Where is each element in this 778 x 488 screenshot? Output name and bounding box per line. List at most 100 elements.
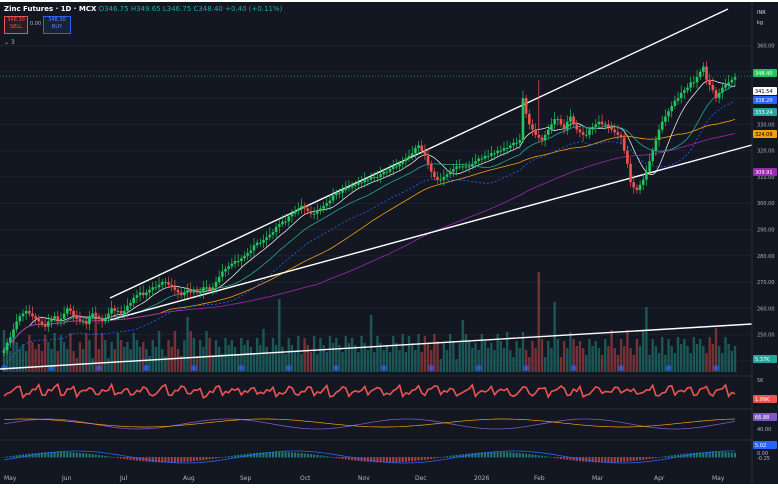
volume-bar xyxy=(369,315,373,372)
candle-body xyxy=(714,90,718,99)
spread-value: 0.00 xyxy=(30,21,42,27)
volume-bar xyxy=(439,359,442,372)
histogram-bar xyxy=(613,457,616,463)
time-axis-label: Jun xyxy=(61,475,72,482)
volume-bar xyxy=(85,333,88,372)
candle-body xyxy=(686,87,689,91)
histogram-bar xyxy=(442,456,445,458)
candle-body xyxy=(584,134,588,136)
histogram-bar xyxy=(167,457,170,463)
candle-body xyxy=(603,124,607,126)
candle-body xyxy=(141,292,145,296)
volume-bar xyxy=(610,330,613,372)
histogram-bar xyxy=(711,452,714,458)
histogram-bar xyxy=(471,453,474,458)
histogram-bar xyxy=(116,457,119,459)
candle-body xyxy=(195,289,199,293)
volume-bar xyxy=(651,339,654,372)
volume-bar xyxy=(464,334,468,372)
volume-bar xyxy=(161,349,164,372)
volume-bar xyxy=(290,345,294,372)
candle-body xyxy=(202,287,205,293)
sell-button[interactable]: 348.30 SELL xyxy=(4,16,28,34)
volume-bars xyxy=(1,272,737,372)
candle-body xyxy=(689,82,692,88)
volume-bar xyxy=(502,348,506,372)
volume-bar xyxy=(452,341,455,372)
histogram-bar xyxy=(322,455,325,458)
histogram-bar xyxy=(588,457,591,462)
volume-bar xyxy=(376,336,379,372)
indicator-collapse-toggle[interactable]: ⌄ 3 xyxy=(4,39,15,46)
histogram-bar xyxy=(455,454,458,458)
volume-bar xyxy=(642,330,645,372)
candle-body xyxy=(562,124,566,130)
volume-bar xyxy=(426,343,430,372)
ohlc-readout: O346.75 H349.65 L346.75 C348.40 +0.40 (+… xyxy=(98,5,283,13)
histogram-bar xyxy=(417,457,420,461)
histogram-bar xyxy=(550,457,553,458)
candle-body xyxy=(278,224,281,227)
volume-bar xyxy=(205,331,208,372)
candle-body xyxy=(727,82,730,85)
histogram-bar xyxy=(21,454,24,458)
event-marker xyxy=(713,365,720,371)
histogram-bar xyxy=(439,457,442,458)
histogram-bar xyxy=(202,457,205,461)
time-axis-label: Feb xyxy=(534,475,545,482)
histogram-bar xyxy=(72,452,75,458)
price-badge-label: 338.20 xyxy=(755,98,773,104)
candle-body xyxy=(645,171,648,180)
volume-bar xyxy=(635,339,639,372)
histogram-bar xyxy=(430,457,433,459)
time-axis-label: Dec xyxy=(415,475,427,482)
candle-body xyxy=(157,284,161,288)
volume-bar xyxy=(379,343,382,372)
candle-body xyxy=(145,292,148,296)
candle-body xyxy=(312,213,316,215)
buy-button[interactable]: 348.30 BUY xyxy=(43,16,71,34)
volume-bar xyxy=(578,341,582,372)
candle-body xyxy=(616,132,620,135)
volume-bar xyxy=(490,343,493,372)
candle-body xyxy=(284,221,287,223)
osc1-tick-label: 5K xyxy=(757,378,764,384)
volume-bar xyxy=(724,337,727,372)
histogram-bar xyxy=(208,457,211,460)
candle-body xyxy=(724,84,727,88)
candle-body xyxy=(391,166,395,170)
histogram-bar xyxy=(559,457,562,459)
volume-bar xyxy=(613,348,616,372)
price-badge xyxy=(753,69,777,77)
price-badge xyxy=(753,108,777,116)
volume-bar xyxy=(312,336,316,372)
volume-bar xyxy=(537,272,541,372)
histogram-bar xyxy=(528,454,531,458)
histogram-bar xyxy=(170,457,173,463)
histogram-bar xyxy=(104,455,107,458)
volume-bar xyxy=(246,340,249,372)
candle-body xyxy=(290,213,294,217)
volume-bar xyxy=(458,343,461,372)
candle-body xyxy=(486,155,490,157)
histogram-bar xyxy=(487,452,490,458)
candle-body xyxy=(129,303,132,306)
candle-body xyxy=(448,171,452,175)
histogram-bar xyxy=(85,453,88,458)
symbol-title[interactable]: Zinc Futures · 1D · MCX xyxy=(4,5,97,13)
histogram-bar xyxy=(651,457,654,459)
histogram-bar xyxy=(12,455,15,458)
sell-price: 348.30 xyxy=(7,17,25,23)
time-axis-label: 2026 xyxy=(474,475,489,482)
candle-body xyxy=(622,137,626,151)
volume-bar xyxy=(167,340,170,372)
volume-bar xyxy=(69,333,72,372)
candle-body xyxy=(483,155,487,159)
histogram-bar xyxy=(34,453,37,458)
volume-bar xyxy=(97,349,101,372)
volume-bar xyxy=(195,356,199,372)
volume-bar xyxy=(230,340,234,372)
candle-body xyxy=(28,310,31,314)
